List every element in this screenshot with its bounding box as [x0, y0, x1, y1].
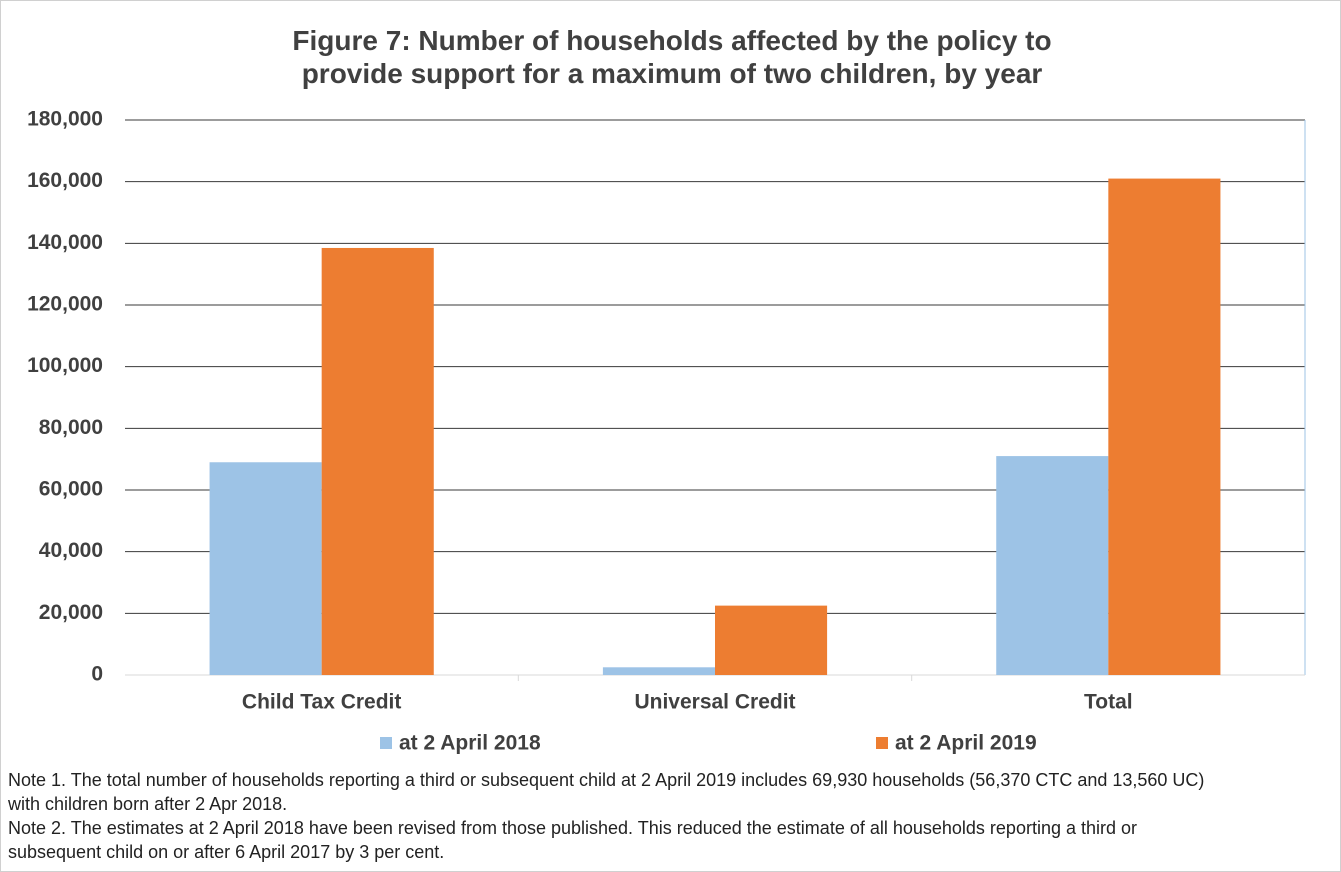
y-tick-label: 180,000	[27, 108, 103, 131]
x-tick-label: Universal Credit	[634, 691, 795, 714]
bar	[996, 456, 1109, 675]
bar	[321, 247, 434, 676]
bar	[715, 605, 828, 675]
y-tick-label: 40,000	[39, 539, 103, 562]
y-tick-label: 140,000	[27, 231, 103, 254]
note: Note 2. The estimates at 2 April 2018 ha…	[8, 818, 1137, 862]
bar	[209, 462, 322, 675]
legend-swatch	[380, 737, 392, 749]
y-tick-label: 60,000	[39, 478, 103, 501]
y-tick-label: 20,000	[39, 601, 103, 624]
x-tick-label: Child Tax Credit	[242, 691, 401, 714]
bar	[1108, 178, 1221, 676]
title-box: Figure 7: Number of households affected …	[292, 25, 1052, 89]
x-tick-label: Total	[1084, 691, 1133, 714]
chart-title: Figure 7: Number of households affected …	[292, 25, 1052, 89]
legend-label: at 2 April 2019	[895, 732, 1037, 755]
y-tick-label: 160,000	[27, 169, 103, 192]
note: Note 1. The total number of households r…	[8, 770, 1205, 814]
notes: Note 1. The total number of households r…	[8, 768, 1223, 864]
y-tick-label: 80,000	[39, 416, 103, 439]
y-tick-label: 100,000	[27, 354, 103, 377]
bar	[602, 667, 715, 675]
legend-label: at 2 April 2018	[399, 732, 541, 755]
legend-swatch	[876, 737, 888, 749]
y-tick-label: 120,000	[27, 293, 103, 316]
y-tick-label: 0	[91, 663, 103, 686]
